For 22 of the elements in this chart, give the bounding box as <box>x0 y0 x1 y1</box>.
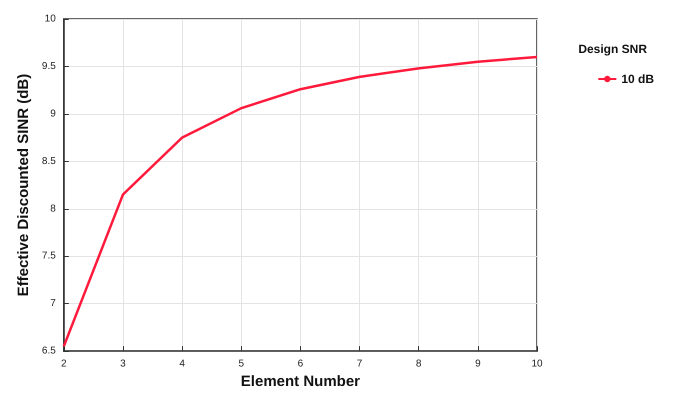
legend-title: Design SNR <box>578 42 648 56</box>
y-tick-label: 6.5 <box>42 346 56 357</box>
x-tick-label: 2 <box>61 358 68 370</box>
y-tick-label: 7 <box>50 298 56 310</box>
x-tick-label: 9 <box>475 358 482 370</box>
y-tick-label: 10 <box>44 14 56 24</box>
y-tick-label: 9.5 <box>42 60 56 72</box>
y-tick-label: 8 <box>50 203 56 214</box>
y-tick-label: 9 <box>50 108 56 120</box>
x-axis-title: Element Number <box>240 373 360 390</box>
x-tick-label: 4 <box>179 358 186 370</box>
y-tick-label: 8.5 <box>42 156 56 167</box>
x-tick-label: 10 <box>531 358 543 370</box>
x-tick-label: 3 <box>120 358 126 370</box>
x-tick-label: 5 <box>238 358 244 370</box>
x-tick-label: 7 <box>356 358 363 370</box>
line-series <box>62 56 538 348</box>
y-tick-label: 7.5 <box>42 250 56 262</box>
x-tick-label: 6 <box>298 358 304 370</box>
legend-label: 10 dB <box>621 72 654 86</box>
x-tick-label: 8 <box>416 358 422 370</box>
y-axis-title: Effective Discounted SINR (dB) <box>15 74 32 296</box>
